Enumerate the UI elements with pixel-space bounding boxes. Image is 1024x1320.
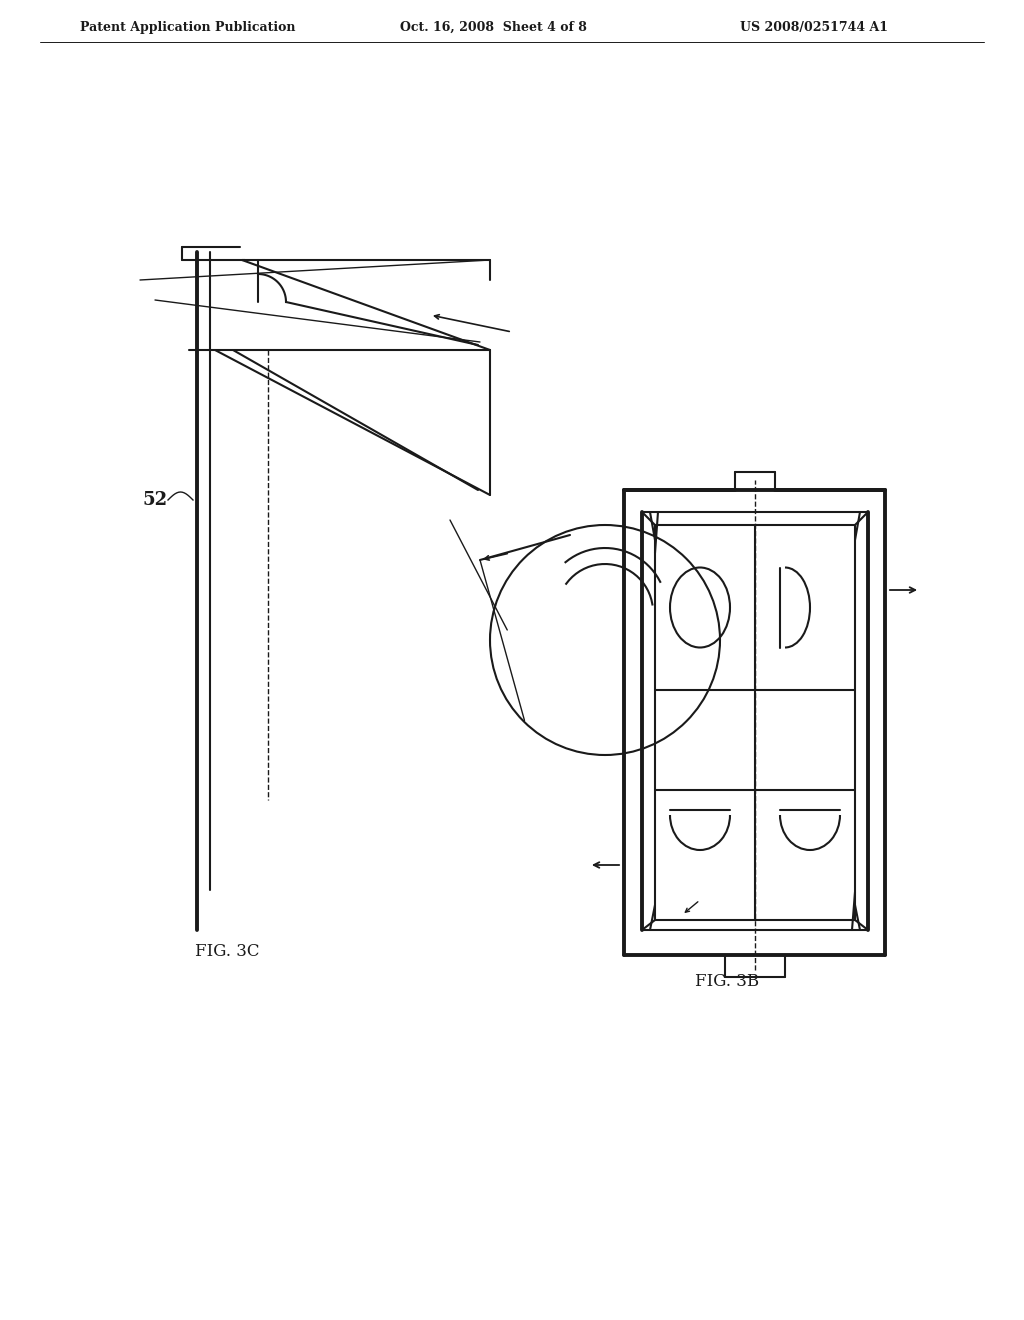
Text: 52: 52: [143, 491, 168, 510]
Text: FIG. 3B: FIG. 3B: [695, 974, 759, 990]
Text: FIG. 3C: FIG. 3C: [195, 944, 259, 961]
Text: Patent Application Publication: Patent Application Publication: [80, 21, 296, 33]
Text: Oct. 16, 2008  Sheet 4 of 8: Oct. 16, 2008 Sheet 4 of 8: [400, 21, 587, 33]
Text: US 2008/0251744 A1: US 2008/0251744 A1: [740, 21, 888, 33]
